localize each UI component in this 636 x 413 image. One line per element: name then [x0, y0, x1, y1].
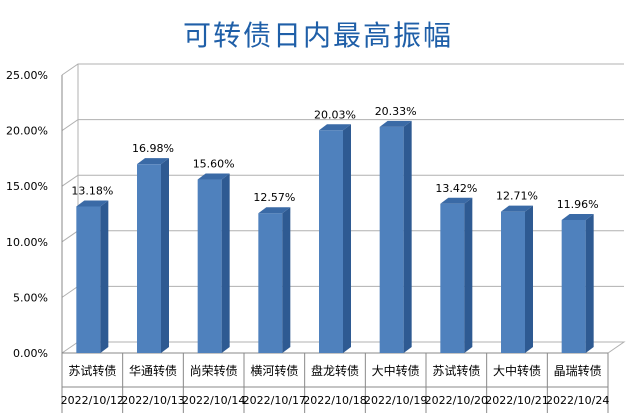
- data-label: 12.71%: [496, 190, 538, 203]
- bar-top: [501, 205, 533, 212]
- data-label: 11.96%: [557, 198, 599, 211]
- y-tick-label: 0.00%: [13, 347, 48, 360]
- category-label: 大中转债: [493, 363, 541, 378]
- gridline: [61, 119, 624, 132]
- bar-side: [343, 124, 351, 353]
- category-label: 盘龙转债: [311, 363, 359, 378]
- data-label: 20.33%: [375, 105, 417, 118]
- bar: [258, 213, 283, 353]
- bar: [440, 203, 465, 353]
- bar-side: [282, 207, 291, 353]
- bar: [197, 179, 222, 353]
- bar-top: [379, 120, 412, 127]
- back-wall-edge: [61, 64, 79, 354]
- y-tick-label: 20.00%: [6, 125, 48, 138]
- date-label: 2022/10/13: [121, 394, 184, 407]
- data-label: 15.60%: [193, 158, 235, 171]
- date-label: 2022/10/19: [364, 394, 427, 407]
- bar: [561, 220, 586, 353]
- bar-top: [561, 214, 594, 221]
- date-label: 2022/10/24: [546, 394, 609, 407]
- date-label: 2022/10/14: [182, 394, 245, 407]
- y-tick-label: 10.00%: [6, 236, 48, 249]
- date-label: 2022/10/21: [485, 394, 548, 407]
- bar: [319, 130, 343, 353]
- y-tick-label: 15.00%: [6, 180, 48, 193]
- bar-side: [464, 197, 473, 353]
- category-label: 横河转债: [250, 363, 298, 378]
- bar: [379, 126, 404, 354]
- data-label: 13.42%: [435, 182, 477, 195]
- bar-side: [100, 200, 109, 353]
- date-label: 2022/10/17: [243, 394, 306, 407]
- category-label: 华通转债: [129, 363, 177, 378]
- date-label: 2022/10/12: [61, 394, 124, 407]
- y-tick-label: 5.00%: [13, 291, 48, 304]
- gridline: [61, 63, 624, 76]
- bar: [501, 211, 525, 353]
- bar-top: [258, 207, 291, 214]
- data-label: 13.18%: [71, 184, 113, 197]
- bar-side: [221, 173, 230, 353]
- data-label: 16.98%: [132, 142, 174, 155]
- bar-top: [137, 158, 169, 165]
- data-label: 12.57%: [253, 191, 295, 204]
- bar-top: [197, 173, 230, 180]
- y-tick-label: 25.00%: [6, 69, 48, 82]
- bar: [76, 206, 101, 353]
- labels-layer: 0.00% 5.00% 10.00% 15.00% 20.00% 25.00% 13.18%…: [6, 69, 609, 407]
- date-label: 2022/10/18: [303, 394, 366, 407]
- bars-layer: [76, 120, 594, 354]
- category-label: 苏试转债: [68, 363, 116, 378]
- category-label: 晶瑞转债: [554, 363, 602, 378]
- category-label: 大中转债: [372, 363, 420, 378]
- bar-side: [585, 214, 594, 353]
- bar-top: [76, 200, 109, 207]
- date-label: 2022/10/20: [425, 394, 488, 407]
- bar-side: [403, 120, 412, 354]
- category-label: 尚荣转债: [190, 363, 238, 378]
- gridline: [61, 174, 624, 187]
- bar: [137, 164, 161, 353]
- bar-top: [319, 124, 351, 131]
- data-label: 20.03%: [314, 108, 356, 121]
- bar-side: [161, 158, 169, 353]
- bar-top: [440, 197, 473, 204]
- category-label: 苏试转债: [432, 363, 480, 378]
- chart-title: 可转债日内最高振幅: [182, 19, 453, 52]
- bar-side: [525, 205, 533, 353]
